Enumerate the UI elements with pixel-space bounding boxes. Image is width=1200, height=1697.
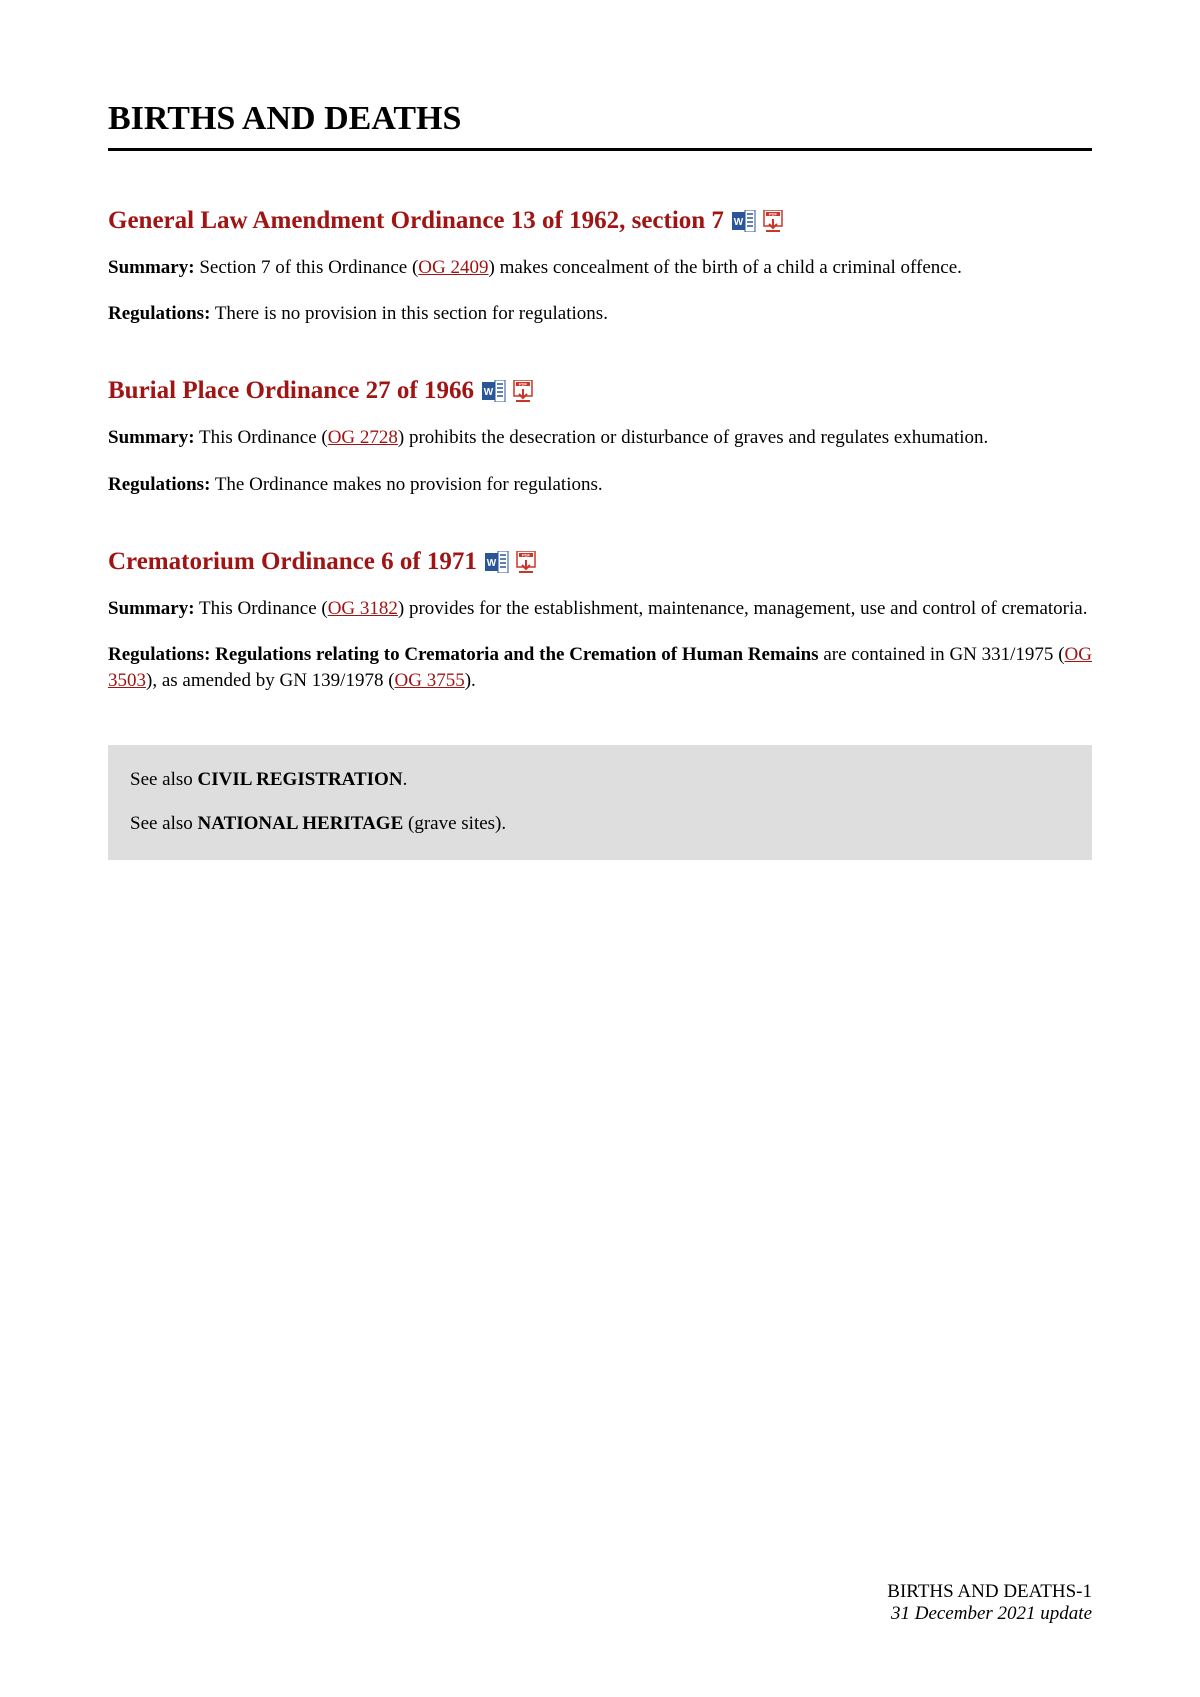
- page-title: BIRTHS AND DEATHS: [108, 100, 1092, 151]
- see-also-post: (grave sites).: [403, 813, 506, 834]
- pdf-doc-icon[interactable]: PDF: [762, 210, 784, 232]
- summary-paragraph: Summary: This Ordinance (OG 2728) prohib…: [108, 425, 1092, 451]
- page-footer: BIRTHS AND DEATHS-1 31 December 2021 upd…: [887, 1581, 1092, 1625]
- pdf-doc-icon[interactable]: PDF: [515, 551, 537, 573]
- summary-paragraph: Summary: Section 7 of this Ordinance (OG…: [108, 255, 1092, 281]
- ordinance-title: Crematorium Ordinance 6 of 1971: [108, 548, 477, 576]
- see-also-box: See also CIVIL REGISTRATION. See also NA…: [108, 745, 1092, 860]
- see-also-topic: NATIONAL HERITAGE: [198, 813, 404, 834]
- regulations-paragraph: Regulations: There is no provision in th…: [108, 301, 1092, 327]
- word-doc-icon[interactable]: W: [732, 210, 756, 232]
- summary-text-post: ) makes concealment of the birth of a ch…: [489, 257, 962, 278]
- ordinance-title: General Law Amendment Ordinance 13 of 19…: [108, 207, 724, 235]
- summary-text-post: ) prohibits the desecration or disturban…: [398, 427, 988, 448]
- footer-update-date: 31 December 2021 update: [887, 1603, 1092, 1625]
- regulations-text: There is no provision in this section fo…: [210, 303, 608, 324]
- og-link[interactable]: OG 2409: [418, 257, 488, 278]
- svg-text:PDF: PDF: [522, 552, 531, 557]
- see-also-line: See also CIVIL REGISTRATION.: [130, 767, 1070, 794]
- ordinance-heading: General Law Amendment Ordinance 13 of 19…: [108, 207, 1092, 235]
- svg-text:PDF: PDF: [519, 382, 528, 387]
- regulations-text: The Ordinance makes no provision for reg…: [210, 474, 602, 495]
- regulations-end: ).: [465, 670, 476, 691]
- regulations-bold: Regulations relating to Crematoria and t…: [210, 644, 818, 665]
- regulations-mid: ), as amended by GN 139/1978 (: [146, 670, 395, 691]
- regulations-label: Regulations:: [108, 474, 210, 495]
- ordinance-title: Burial Place Ordinance 27 of 1966: [108, 377, 474, 405]
- svg-text:W: W: [734, 217, 744, 228]
- ordinance-section: Crematorium Ordinance 6 of 1971 W PDF Su…: [108, 548, 1092, 695]
- svg-text:W: W: [487, 558, 497, 569]
- svg-text:W: W: [484, 387, 494, 398]
- regulations-label: Regulations:: [108, 303, 210, 324]
- og-link[interactable]: OG 3182: [328, 598, 398, 619]
- ordinance-section: Burial Place Ordinance 27 of 1966 W PDF …: [108, 377, 1092, 497]
- og-link[interactable]: OG 3755: [395, 670, 465, 691]
- summary-label: Summary:: [108, 598, 195, 619]
- summary-paragraph: Summary: This Ordinance (OG 3182) provid…: [108, 596, 1092, 622]
- word-doc-icon[interactable]: W: [485, 551, 509, 573]
- og-link[interactable]: OG 2728: [328, 427, 398, 448]
- see-also-pre: See also: [130, 813, 198, 834]
- word-doc-icon[interactable]: W: [482, 380, 506, 402]
- regulations-paragraph: Regulations: Regulations relating to Cre…: [108, 642, 1092, 694]
- ordinance-section: General Law Amendment Ordinance 13 of 19…: [108, 207, 1092, 327]
- summary-label: Summary:: [108, 257, 195, 278]
- regulations-paragraph: Regulations: The Ordinance makes no prov…: [108, 472, 1092, 498]
- summary-text-pre: Section 7 of this Ordinance (: [195, 257, 419, 278]
- ordinance-heading: Crematorium Ordinance 6 of 1971 W PDF: [108, 548, 1092, 576]
- regulations-label: Regulations:: [108, 644, 210, 665]
- see-also-topic: CIVIL REGISTRATION: [198, 769, 403, 790]
- summary-text-pre: This Ordinance (: [195, 427, 328, 448]
- regulations-mid: are contained in GN 331/1975 (: [819, 644, 1065, 665]
- pdf-doc-icon[interactable]: PDF: [512, 380, 534, 402]
- ordinance-heading: Burial Place Ordinance 27 of 1966 W PDF: [108, 377, 1092, 405]
- summary-text-post: ) provides for the establishment, mainte…: [398, 598, 1088, 619]
- summary-label: Summary:: [108, 427, 195, 448]
- see-also-line: See also NATIONAL HERITAGE (grave sites)…: [130, 811, 1070, 838]
- see-also-post: .: [403, 769, 408, 790]
- svg-text:PDF: PDF: [769, 212, 778, 217]
- summary-text-pre: This Ordinance (: [195, 598, 328, 619]
- see-also-pre: See also: [130, 769, 198, 790]
- footer-page-name: BIRTHS AND DEATHS-1: [887, 1581, 1092, 1603]
